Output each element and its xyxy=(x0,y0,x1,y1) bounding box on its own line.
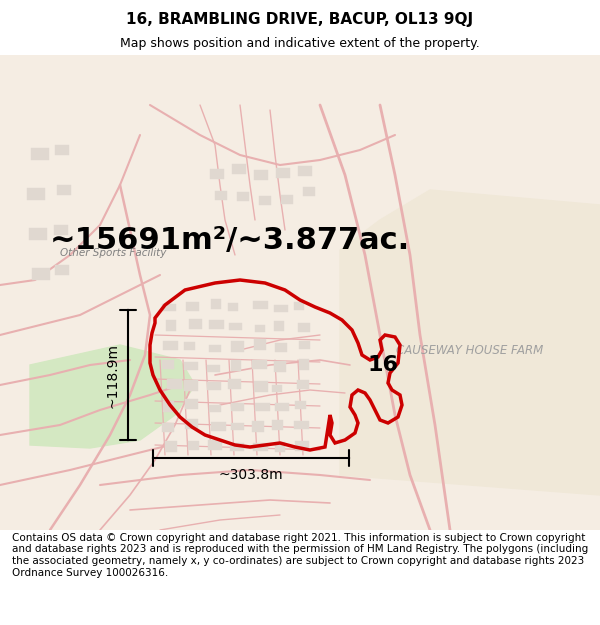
Bar xyxy=(254,381,268,392)
Bar xyxy=(254,170,268,180)
Bar xyxy=(231,423,244,430)
Bar xyxy=(272,385,282,392)
Text: 16: 16 xyxy=(368,355,399,375)
Bar xyxy=(255,403,270,411)
Text: Map shows position and indicative extent of the property.: Map shows position and indicative extent… xyxy=(120,38,480,51)
Bar xyxy=(295,401,306,409)
Bar xyxy=(162,304,176,311)
Bar xyxy=(188,441,199,450)
Bar xyxy=(210,169,224,179)
Bar xyxy=(31,148,49,160)
Bar xyxy=(163,341,178,350)
Bar xyxy=(207,382,221,390)
Bar xyxy=(275,343,287,352)
Bar xyxy=(231,403,244,411)
Bar xyxy=(209,320,224,329)
Bar xyxy=(253,301,268,309)
Bar xyxy=(299,359,309,370)
Bar xyxy=(254,339,266,350)
Text: ~303.8m: ~303.8m xyxy=(218,468,283,482)
Bar xyxy=(231,360,241,371)
Bar xyxy=(162,423,174,432)
Bar xyxy=(232,164,246,174)
Polygon shape xyxy=(30,345,195,448)
Bar xyxy=(207,365,220,372)
Bar xyxy=(252,421,264,432)
Text: ~118.9m: ~118.9m xyxy=(106,342,120,408)
Bar xyxy=(294,302,304,310)
Bar xyxy=(298,323,310,332)
Bar xyxy=(231,341,244,352)
Bar xyxy=(276,168,290,178)
Bar xyxy=(32,268,50,280)
Bar xyxy=(185,419,198,429)
Bar xyxy=(211,299,221,309)
Bar xyxy=(27,188,45,200)
Bar xyxy=(184,362,198,370)
Bar xyxy=(274,305,288,312)
Bar xyxy=(209,405,221,412)
Bar xyxy=(185,399,198,409)
Bar xyxy=(303,187,315,196)
Bar xyxy=(272,420,283,430)
Bar xyxy=(163,401,174,412)
Bar xyxy=(229,323,242,330)
Bar xyxy=(298,166,312,176)
Bar xyxy=(275,403,289,411)
Bar xyxy=(162,360,174,369)
Bar xyxy=(252,360,267,369)
Bar xyxy=(228,379,241,389)
Text: Other Sports Facility: Other Sports Facility xyxy=(60,248,166,258)
Bar xyxy=(259,196,271,205)
Bar xyxy=(253,443,268,451)
Bar xyxy=(165,441,177,452)
Bar xyxy=(255,325,265,332)
Bar xyxy=(166,320,176,331)
Bar xyxy=(184,342,195,350)
Bar xyxy=(274,361,286,372)
Bar xyxy=(295,441,309,451)
Bar xyxy=(167,379,182,389)
Bar xyxy=(237,192,249,201)
Bar xyxy=(55,145,69,155)
Bar xyxy=(211,422,226,431)
Bar xyxy=(281,195,293,204)
Bar xyxy=(228,303,238,311)
Text: CAUSEWAY HOUSE FARM: CAUSEWAY HOUSE FARM xyxy=(397,344,544,356)
Bar xyxy=(275,442,285,452)
Bar xyxy=(29,228,47,240)
Text: 16, BRAMBLING DRIVE, BACUP, OL13 9QJ: 16, BRAMBLING DRIVE, BACUP, OL13 9QJ xyxy=(127,12,473,27)
Bar xyxy=(189,319,202,329)
Bar xyxy=(299,341,310,349)
Bar xyxy=(297,380,309,389)
Text: Contains OS data © Crown copyright and database right 2021. This information is : Contains OS data © Crown copyright and d… xyxy=(12,533,588,578)
Bar xyxy=(57,185,71,195)
Bar xyxy=(54,225,68,235)
Polygon shape xyxy=(340,190,600,495)
Bar xyxy=(186,302,199,311)
Bar xyxy=(274,321,284,331)
Bar xyxy=(230,443,244,451)
Bar xyxy=(215,191,227,200)
Bar xyxy=(208,440,222,450)
Bar xyxy=(209,345,221,352)
Bar xyxy=(184,380,198,391)
Bar xyxy=(294,421,309,429)
Bar xyxy=(55,265,69,275)
Text: ~15691m²/~3.877ac.: ~15691m²/~3.877ac. xyxy=(50,226,410,254)
